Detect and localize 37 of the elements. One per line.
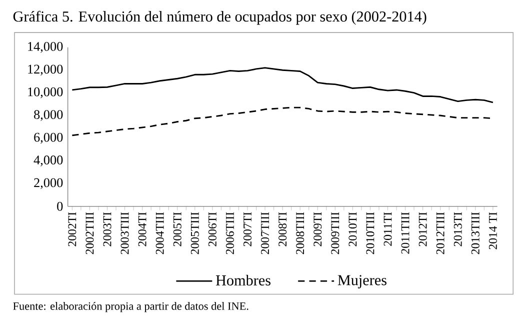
x-tick-label: 2002TI bbox=[68, 212, 76, 246]
x-tick-label: 2007TI bbox=[243, 212, 252, 246]
x-tick-label: 2010TI bbox=[348, 212, 357, 246]
y-tick-label: 6,000 bbox=[34, 132, 63, 144]
y-tick-label: 0 bbox=[57, 202, 63, 211]
chart-title: Gráfica 5. Evolución del número de ocupados por sexo (2002-2014) bbox=[13, 10, 426, 25]
x-tick-label: 2014 TI bbox=[488, 212, 497, 250]
x-tick-label: 2004TIII bbox=[156, 212, 164, 254]
x-tick-label: 2011TI bbox=[384, 212, 392, 246]
x-tick-label: 2012TIII bbox=[436, 212, 444, 254]
x-tick-label: 2009TI bbox=[314, 212, 322, 246]
y-tick-label: 14,000 bbox=[28, 42, 63, 53]
x-tick-label: 2007TIII bbox=[261, 212, 270, 254]
x-tick-label: 2004TI bbox=[138, 212, 146, 246]
x-tick-label: 2003TIII bbox=[120, 212, 129, 254]
x-tick-label: 2003TI bbox=[103, 212, 112, 246]
x-tick-label: 2005TI bbox=[173, 212, 182, 246]
x-tick-label: 2013TI bbox=[454, 212, 462, 246]
x-tick-label: 2011TIII bbox=[401, 212, 410, 254]
legend-label: Hombres bbox=[216, 274, 270, 286]
y-tick-label: 12,000 bbox=[28, 64, 63, 76]
y-tick-label: 8,000 bbox=[34, 110, 63, 121]
y-tick-label: 4,000 bbox=[34, 156, 63, 166]
y-tick-label: 10,000 bbox=[28, 87, 63, 98]
x-tick-label: 2006TIII bbox=[226, 212, 234, 254]
x-tick-label: 2012TI bbox=[418, 212, 427, 246]
y-tick-label: 2,000 bbox=[34, 178, 63, 190]
x-tick-label: 2008TIII bbox=[296, 212, 304, 254]
x-tick-label: 2006TI bbox=[208, 212, 216, 246]
x-tick-label: 2002TIII bbox=[86, 212, 94, 254]
x-tick-label: 2008TI bbox=[278, 212, 287, 246]
source-note: Fuente: elaboración propia a partir de datos del INE. bbox=[13, 302, 248, 312]
x-tick-label: 2009TIII bbox=[331, 212, 340, 254]
x-tick-label: 2013TIII bbox=[471, 212, 480, 254]
x-tick-label: 2010TIII bbox=[366, 212, 374, 254]
legend-label: Mujeres bbox=[338, 275, 386, 288]
x-tick-label: 2005TIII bbox=[190, 212, 199, 254]
